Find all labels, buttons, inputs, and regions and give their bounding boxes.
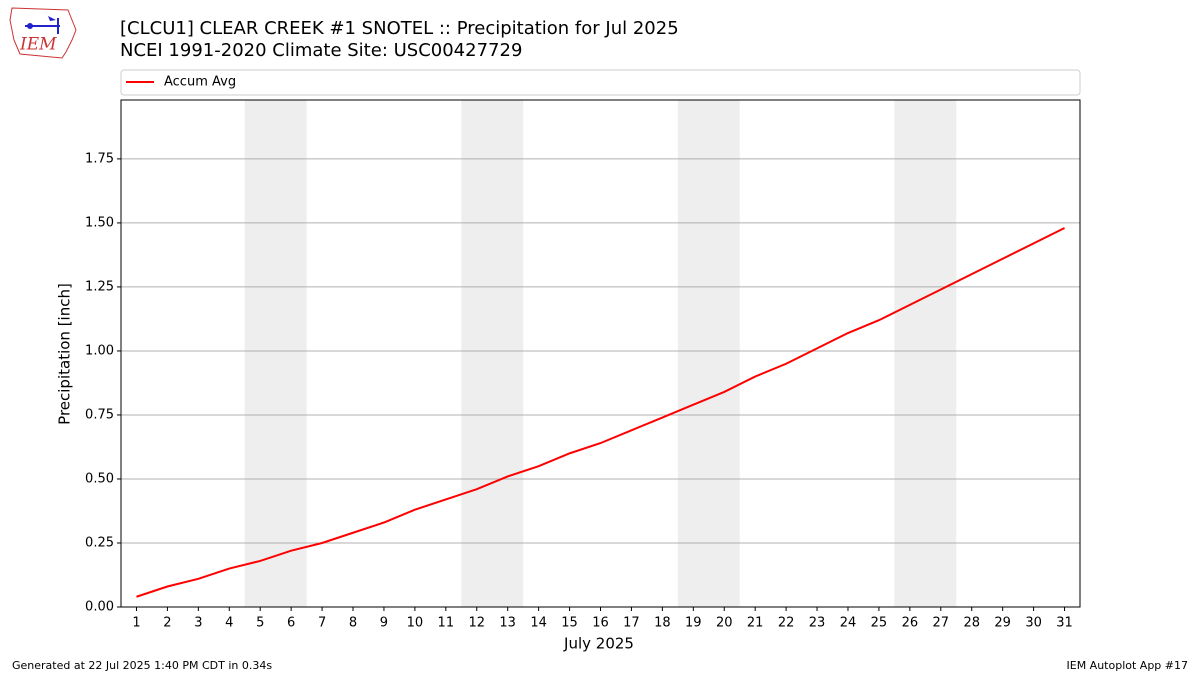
weekend-band bbox=[461, 100, 524, 607]
x-tick-label: 30 bbox=[1025, 616, 1042, 631]
y-tick-label: 0.00 bbox=[85, 600, 114, 615]
x-tick-label: 12 bbox=[468, 616, 485, 631]
y-tick-label: 1.00 bbox=[85, 343, 114, 358]
weekend-band bbox=[244, 100, 307, 607]
x-tick-label: 22 bbox=[778, 616, 795, 631]
x-tick-label: 11 bbox=[438, 616, 455, 631]
legend-label: Accum Avg bbox=[164, 75, 236, 90]
x-tick-label: 5 bbox=[256, 616, 264, 631]
x-tick-label: 1 bbox=[132, 616, 140, 631]
x-tick-label: 2 bbox=[163, 616, 171, 631]
x-tick-label: 23 bbox=[809, 616, 826, 631]
x-tick-label: 21 bbox=[747, 616, 764, 631]
x-tick-label: 3 bbox=[194, 616, 202, 631]
footer-left: Generated at 22 Jul 2025 1:40 PM CDT in … bbox=[12, 659, 272, 672]
weekend-band bbox=[677, 100, 740, 607]
chart-subtitle: NCEI 1991-2020 Climate Site: USC00427729 bbox=[120, 40, 522, 61]
y-tick-label: 1.75 bbox=[85, 151, 114, 166]
x-tick-label: 4 bbox=[225, 616, 233, 631]
x-tick-label: 29 bbox=[994, 616, 1011, 631]
series-line bbox=[136, 227, 1065, 598]
x-tick-label: 13 bbox=[499, 616, 516, 631]
x-tick-label: 17 bbox=[623, 616, 640, 631]
y-tick-label: 0.75 bbox=[85, 407, 114, 422]
x-tick-label: 26 bbox=[902, 616, 919, 631]
x-tick-label: 27 bbox=[933, 616, 950, 631]
weekend-band bbox=[894, 100, 957, 607]
footer-right: IEM Autoplot App #17 bbox=[1067, 659, 1189, 672]
x-tick-label: 31 bbox=[1056, 616, 1073, 631]
x-tick-label: 24 bbox=[840, 616, 857, 631]
plot-frame bbox=[120, 99, 1081, 608]
x-tick-label: 10 bbox=[407, 616, 424, 631]
x-tick-label: 7 bbox=[318, 616, 326, 631]
logo-text: IEM bbox=[19, 35, 57, 55]
x-tick-label: 14 bbox=[530, 616, 547, 631]
x-tick-label: 9 bbox=[380, 616, 388, 631]
x-tick-label: 15 bbox=[561, 616, 578, 631]
x-tick-label: 19 bbox=[685, 616, 702, 631]
x-tick-label: 28 bbox=[963, 616, 980, 631]
logo: IEM bbox=[9, 7, 77, 59]
y-tick-label: 0.25 bbox=[85, 535, 114, 550]
x-tick-label: 8 bbox=[349, 616, 357, 631]
x-axis-label: July 2025 bbox=[563, 635, 634, 653]
y-axis-label: Precipitation [inch] bbox=[56, 283, 74, 425]
legend bbox=[120, 69, 1081, 96]
y-tick-label: 1.50 bbox=[85, 215, 114, 230]
y-tick-label: 0.50 bbox=[85, 471, 114, 486]
x-tick-label: 18 bbox=[654, 616, 671, 631]
x-tick-label: 25 bbox=[871, 616, 888, 631]
x-tick-label: 16 bbox=[592, 616, 609, 631]
y-tick-label: 1.25 bbox=[85, 279, 114, 294]
chart-title: [CLCU1] CLEAR CREEK #1 SNOTEL :: Precipi… bbox=[120, 18, 679, 39]
x-tick-label: 6 bbox=[287, 616, 295, 631]
x-tick-label: 20 bbox=[716, 616, 733, 631]
